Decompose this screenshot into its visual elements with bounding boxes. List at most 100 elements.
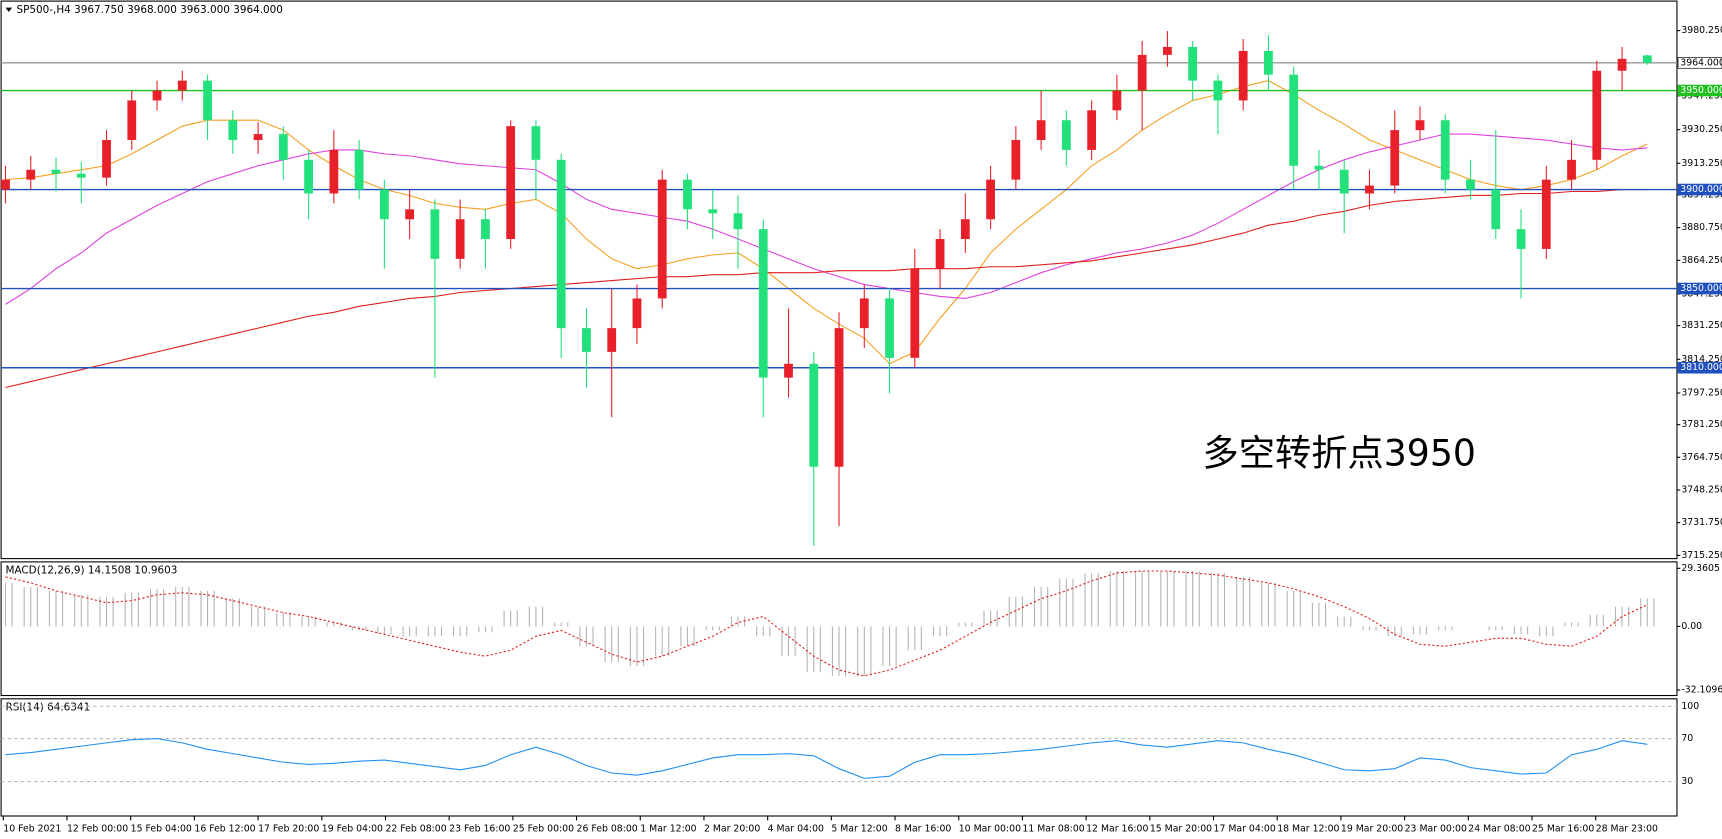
y-tick-label: 29.3605 [1681,563,1720,574]
candle-body [1061,120,1071,150]
candle-body [1188,46,1198,81]
x-tick-label: 25 Mar 16:00 [1532,824,1594,835]
candle-body [632,298,642,329]
x-tick-label: 28 Mar 23:00 [1596,824,1658,835]
x-tick-label: 15 Mar 20:00 [1150,824,1212,835]
collapse-icon[interactable] [5,7,13,13]
candle-body [708,209,718,214]
candle-body [556,159,566,329]
candle-body [1264,50,1273,75]
candle-body [1541,179,1551,249]
x-tick-label: 16 Feb 12:00 [194,824,255,835]
price-level-tag [1677,84,1722,97]
x-tick-label: 1 Mar 12:00 [640,824,696,835]
price-level-tag [1677,361,1722,374]
x-tick-label: 10 Feb 2021 [3,824,61,835]
candle-body [1390,130,1400,186]
candle-body [379,189,389,220]
y-tick-label: 30 [1681,776,1693,787]
rsi-header: RSI(14) 64.6341 [5,702,90,714]
moving-average [5,80,1648,365]
x-tick-label: 4 Mar 04:00 [768,824,824,835]
candle-body [1289,74,1299,166]
candle-body [1314,165,1324,170]
candle-body [329,149,339,194]
y-tick-label: 70 [1681,733,1693,744]
annotation: 多空转折点3950 [1203,432,1476,475]
candle-body [809,363,819,467]
candle-body [1415,120,1425,131]
candle-body [935,239,945,269]
y-tick-label: 3913.250 [1681,158,1722,169]
candle-body [51,169,61,174]
x-tick-label: 8 Mar 16:00 [895,824,951,835]
y-tick-label: 3764.750 [1681,452,1722,463]
y-tick-label: 3797.250 [1681,387,1722,398]
candle-body [607,328,617,352]
candle-body [1617,58,1627,71]
candle-body [1339,169,1349,194]
candle-body [354,149,364,190]
candle-body [1238,50,1248,101]
candle-body [127,100,137,141]
candle-body [531,126,541,160]
candle-body [1036,120,1046,141]
y-tick-label: 3831.250 [1681,320,1722,331]
candle-body [859,298,869,329]
x-tick-label: 22 Feb 08:00 [385,824,446,835]
candle-body [506,126,516,240]
price-level-tag [1677,282,1722,295]
rsi-panel-frame [0,698,1678,817]
candle-body [152,90,162,101]
x-tick-label: 12 Mar 16:00 [1086,824,1148,835]
macd-panel-frame [0,561,1678,697]
x-tick-label: 10 Mar 00:00 [959,824,1021,835]
candle-body [1642,55,1652,63]
rsi-line [5,738,1648,779]
x-tick-label: 17 Feb 20:00 [258,824,319,835]
candle-body [1592,70,1602,160]
candle-body [405,209,415,220]
moving-average [5,133,1648,305]
candle-body [1365,185,1374,194]
candle-body [1,179,10,190]
x-tick-label: 12 Feb 00:00 [67,824,128,835]
x-tick-label: 17 Mar 04:00 [1214,824,1276,835]
candle-body [1466,179,1475,190]
candle-body [960,219,970,240]
candle-body [455,219,465,259]
candle-body [910,268,920,358]
y-tick-label: 3781.250 [1681,419,1722,430]
candle-body [1087,110,1097,150]
y-tick-label: 3748.250 [1681,485,1722,496]
macd-signal [5,570,1648,677]
x-tick-label: 18 Mar 12:00 [1277,824,1339,835]
x-tick-label: 26 Feb 08:00 [577,824,638,835]
candle-body [430,209,440,259]
candle-body [657,179,667,299]
candle-body [1112,90,1122,111]
x-tick-label: 15 Feb 04:00 [131,824,192,835]
candle-body [1011,140,1021,180]
candle-body [986,179,995,220]
symbol-header: SP500-,H4 3967.750 3968.000 3963.000 396… [16,4,282,16]
price-level-tag [1677,56,1722,69]
candle-body [177,80,187,91]
price-level-label: 3850.000 [1680,283,1722,294]
candle-body [1440,120,1450,180]
candle-body [481,219,490,240]
y-tick-label: 3814.250 [1681,354,1722,365]
moving-average [5,188,1648,389]
price-level-label: 3964.000 [1680,57,1722,68]
y-tick-label: 3880.750 [1681,222,1722,233]
candle-body [102,140,111,178]
candle-body [278,134,288,160]
main-panel-frame [0,0,1678,560]
x-tick-label: 25 Feb 00:00 [513,824,574,835]
x-tick-label: 23 Feb 16:00 [449,824,510,835]
y-tick-label: 100 [1681,701,1699,712]
candle-body [1137,54,1147,91]
y-tick-label: 3715.250 [1681,550,1722,561]
